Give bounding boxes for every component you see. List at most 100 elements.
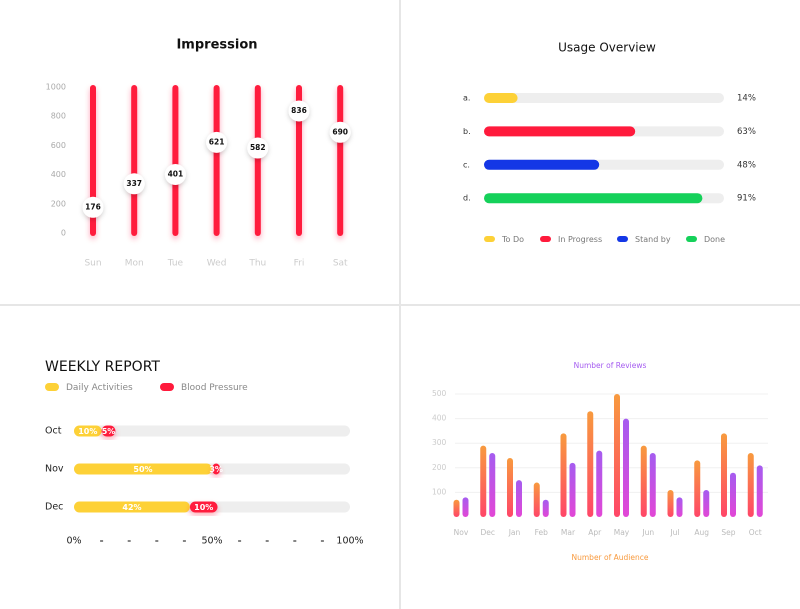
bar-segment — [101, 425, 116, 437]
bar — [667, 489, 674, 517]
bar-segment — [74, 463, 212, 475]
legend-swatch — [617, 236, 628, 242]
value-label: 48% — [737, 160, 756, 170]
value-label: 14% — [737, 94, 756, 104]
bar — [516, 480, 522, 517]
x-tick-label: Nov — [454, 528, 469, 537]
legend-swatch — [540, 236, 551, 242]
value-label: 836 — [291, 106, 307, 115]
x-tick-label: 50% — [201, 536, 222, 547]
bar — [484, 93, 518, 103]
value-label: 176 — [85, 202, 101, 211]
legend-label: Daily Activities — [66, 383, 133, 393]
bar — [694, 460, 701, 517]
bar — [507, 457, 513, 517]
chart-title: WEEKLY REPORT — [45, 359, 160, 375]
track — [296, 85, 302, 236]
y-tick-label: 500 — [432, 389, 447, 398]
legend-label: Done — [704, 235, 725, 244]
y-tick-label: 100 — [432, 487, 447, 496]
value-label: 401 — [168, 169, 184, 178]
track — [74, 425, 350, 437]
y-tick-label: 300 — [432, 438, 447, 447]
category-label: Nov — [45, 464, 64, 475]
legend-label: In Progress — [558, 235, 602, 244]
x-tick-label: Mon — [125, 259, 144, 269]
bar — [542, 499, 549, 517]
marker — [329, 121, 351, 143]
category-label: d. — [463, 194, 471, 203]
legend-swatch — [686, 236, 697, 242]
bar — [703, 489, 710, 517]
x-tick-label: Sep — [721, 528, 735, 537]
y-tick-label: 0 — [61, 229, 66, 238]
bar — [462, 497, 469, 517]
bar — [560, 433, 567, 517]
value-label: 10% — [78, 427, 97, 436]
bar — [596, 450, 603, 517]
legend-swatch — [45, 383, 59, 391]
bar — [756, 465, 763, 517]
x-tick-label: Sat — [333, 259, 348, 269]
legend-label: Stand by — [635, 235, 671, 244]
x-tick-label: Oct — [749, 528, 762, 537]
marker — [82, 196, 104, 218]
bar — [721, 433, 727, 517]
bar — [747, 453, 754, 517]
y-tick-label: 600 — [51, 141, 66, 150]
y-tick-label: 800 — [51, 112, 66, 121]
category-label: a. — [463, 94, 470, 103]
marker — [206, 131, 228, 153]
track — [484, 93, 724, 103]
marker — [123, 173, 145, 195]
value-label: 50% — [133, 465, 152, 474]
chart-title: Impression — [176, 38, 257, 53]
bar — [484, 159, 600, 170]
legend-swatch — [160, 383, 174, 391]
x-tick-label: Dec — [480, 528, 495, 537]
value-label: 42% — [122, 503, 141, 512]
x-tick-label: Apr — [588, 528, 602, 537]
x-tick-label: Wed — [207, 259, 227, 269]
series-title: Number of Reviews — [574, 361, 647, 370]
value-label: 690 — [332, 127, 348, 136]
value-label: 582 — [250, 143, 266, 152]
x-tick-label: Jul — [669, 528, 679, 537]
bar — [676, 497, 683, 517]
value-label: 621 — [209, 137, 225, 146]
bar — [484, 193, 703, 204]
x-tick-label: Sun — [84, 259, 101, 269]
value-label: 337 — [126, 179, 142, 188]
track — [337, 85, 344, 236]
y-tick-label: 200 — [432, 463, 447, 472]
x-tick-label: Tue — [167, 259, 184, 269]
x-tick-label: Fri — [294, 259, 305, 269]
track — [172, 85, 179, 236]
value-label: 5% — [102, 427, 116, 436]
y-tick-label: 400 — [432, 414, 447, 423]
x-tick-label: Mar — [561, 528, 576, 537]
category-label: Oct — [45, 426, 62, 437]
track — [213, 85, 220, 236]
bar — [623, 418, 629, 517]
bar — [730, 472, 736, 517]
x-tick-label: Thu — [248, 259, 266, 269]
chart-title: Usage Overview — [558, 41, 656, 55]
x-tick-label: Aug — [694, 528, 709, 537]
value-label: 63% — [737, 127, 756, 137]
legend-swatch — [484, 236, 495, 242]
x-tick-label: May — [614, 528, 630, 537]
bar — [614, 394, 620, 517]
category-label: c. — [463, 160, 470, 169]
legend-label: To Do — [501, 235, 524, 244]
marker — [164, 163, 186, 185]
value-label: 10% — [194, 503, 213, 512]
x-tick-label: 0% — [66, 536, 81, 547]
track — [131, 85, 138, 236]
category-label: Dec — [45, 502, 63, 513]
bar-segment — [74, 425, 102, 437]
series-title: Number of Audience — [572, 553, 649, 562]
bar — [489, 453, 496, 517]
